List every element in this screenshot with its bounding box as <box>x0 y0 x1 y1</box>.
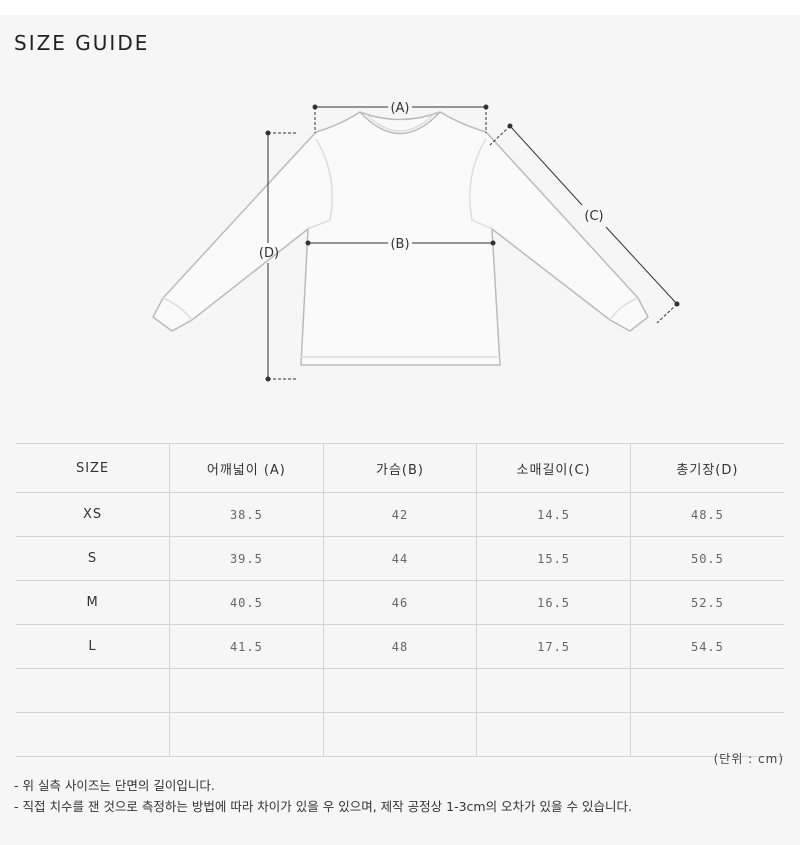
table-row <box>16 668 784 713</box>
measurement-cell <box>476 712 631 757</box>
measurement-cell: 16.5 <box>476 580 631 625</box>
measurement-cell: 48.5 <box>629 492 784 537</box>
sweater-outline <box>152 111 649 366</box>
label-b: (B) <box>390 237 409 252</box>
size-cell <box>16 668 170 713</box>
table-row: M 40.5 46 16.5 52.5 <box>16 580 784 625</box>
measurement-cell <box>322 712 477 757</box>
measurement-cell: 39.5 <box>169 536 324 581</box>
measurement-cell <box>629 712 784 757</box>
table-header-row: SIZE 어깨넓이 (A) 가슴(B) 소매길이(C) 총기장(D) <box>16 443 784 493</box>
size-table: SIZE 어깨넓이 (A) 가슴(B) 소매길이(C) 총기장(D) XS 38.… <box>16 443 784 757</box>
size-cell <box>16 712 170 757</box>
measurement-cell <box>322 668 477 713</box>
measurement-cell <box>476 668 631 713</box>
measurement-cell: 15.5 <box>476 536 631 581</box>
measurement-cell <box>169 712 324 757</box>
header-sleeve: 소매길이(C) <box>476 443 631 493</box>
notes: - 위 실측 사이즈는 단면의 길이입니다. - 직접 치수를 잰 것으로 측정… <box>14 775 632 817</box>
header-shoulder: 어깨넓이 (A) <box>169 443 324 493</box>
table-row: L 41.5 48 17.5 54.5 <box>16 624 784 669</box>
measurement-cell: 44 <box>322 536 477 581</box>
measurement-cell: 38.5 <box>169 492 324 537</box>
table-row <box>16 712 784 757</box>
unit-label: (단위 : cm) <box>713 752 784 766</box>
note-2: - 직접 치수를 잰 것으로 측정하는 방법에 따라 차이가 있을 우 있으며,… <box>14 799 632 814</box>
size-cell: L <box>16 624 170 669</box>
measurement-cell: 54.5 <box>629 624 784 669</box>
measurement-cell: 17.5 <box>476 624 631 669</box>
size-cell: XS <box>16 492 170 537</box>
measurement-cell: 48 <box>322 624 477 669</box>
note-1: - 위 실측 사이즈는 단면의 길이입니다. <box>14 778 215 793</box>
measurement-cell: 52.5 <box>629 580 784 625</box>
measurement-cell: 14.5 <box>476 492 631 537</box>
measurement-cell: 42 <box>322 492 477 537</box>
size-cell: M <box>16 580 170 625</box>
measurement-cell <box>629 668 784 713</box>
header-size: SIZE <box>16 443 170 493</box>
size-cell: S <box>16 536 170 581</box>
measurement-cell: 41.5 <box>169 624 324 669</box>
header-chest: 가슴(B) <box>322 443 477 493</box>
label-a: (A) <box>390 101 409 116</box>
page-title: SIZE GUIDE <box>14 31 150 55</box>
measurement-lines <box>265 104 680 382</box>
measurement-cell <box>169 668 324 713</box>
table-row: XS 38.5 42 14.5 48.5 <box>16 492 784 537</box>
measurement-cell: 50.5 <box>629 536 784 581</box>
garment-diagram: (A) (B) (C) (D) <box>152 101 680 382</box>
header-length: 총기장(D) <box>629 443 784 493</box>
measurement-cell: 40.5 <box>169 580 324 625</box>
table-row: S 39.5 44 15.5 50.5 <box>16 536 784 581</box>
label-c: (C) <box>584 209 603 224</box>
label-d: (D) <box>259 246 279 261</box>
size-guide-panel: SIZE GUIDE (A) (B) (C) <box>0 15 800 845</box>
measurement-cell: 46 <box>322 580 477 625</box>
